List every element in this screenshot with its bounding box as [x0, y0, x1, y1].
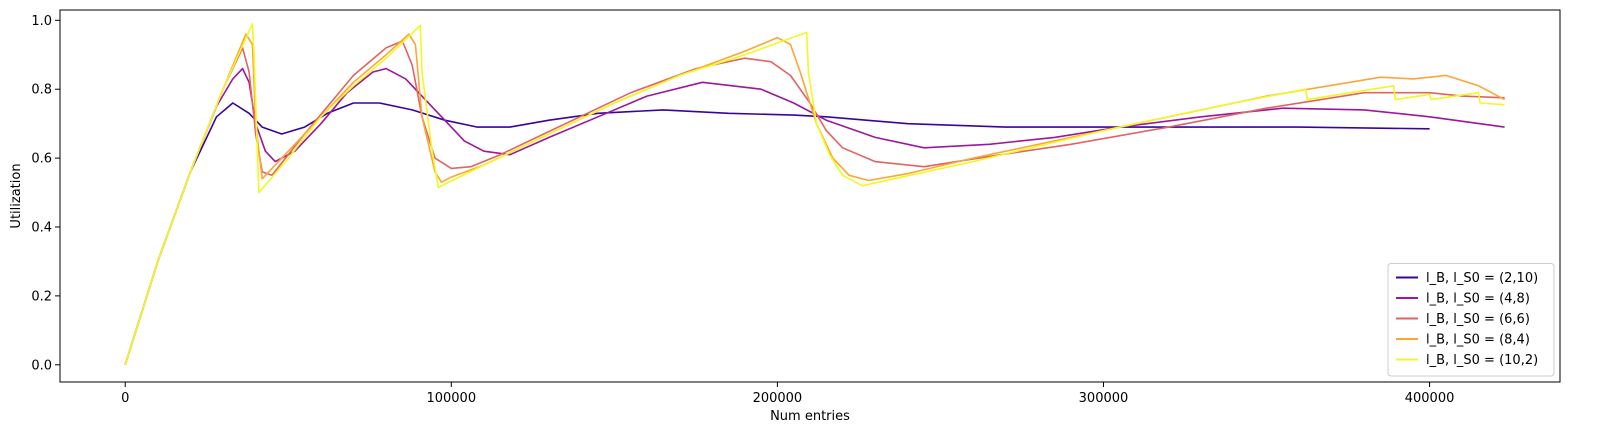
y-axis-title: Utilization	[9, 163, 24, 228]
plot-area	[59, 9, 1561, 383]
legend-label: l_B, l_S0 = (4,8)	[1426, 292, 1530, 307]
series-line-5	[124, 22, 1505, 366]
legend-label: l_B, l_S0 = (10,2)	[1426, 353, 1538, 368]
x-tick-label: 200000	[753, 391, 803, 406]
axes-frame	[59, 9, 1561, 383]
x-axis: 0 100000 200000 300000 400000	[121, 382, 1454, 406]
y-axis: 0.0 0.2 0.4 0.6 0.8 1.0	[31, 14, 60, 373]
series-layer	[124, 22, 1505, 366]
series-line-1	[124, 102, 1430, 366]
y-tick-label: 0.4	[31, 221, 52, 236]
legend-box	[1387, 263, 1555, 377]
y-tick-label: 0.2	[31, 289, 52, 304]
y-tick-label: 0.6	[31, 152, 52, 167]
y-tick-label: 0.8	[31, 83, 52, 98]
legend-label: l_B, l_S0 = (2,10)	[1426, 271, 1538, 286]
x-axis-title: Num entries	[770, 409, 850, 424]
legend-label: l_B, l_S0 = (8,4)	[1426, 333, 1530, 348]
x-tick-label: 300000	[1079, 391, 1129, 406]
legend-label: l_B, l_S0 = (6,6)	[1426, 312, 1530, 327]
x-tick-label: 0	[121, 391, 129, 406]
x-tick-label: 400000	[1405, 391, 1455, 406]
x-tick-label: 100000	[426, 391, 476, 406]
y-tick-label: 1.0	[31, 14, 52, 29]
legend: l_B, l_S0 = (2,10) l_B, l_S0 = (4,8) l_B, …	[1387, 263, 1555, 377]
y-tick-label: 0.0	[31, 358, 52, 373]
